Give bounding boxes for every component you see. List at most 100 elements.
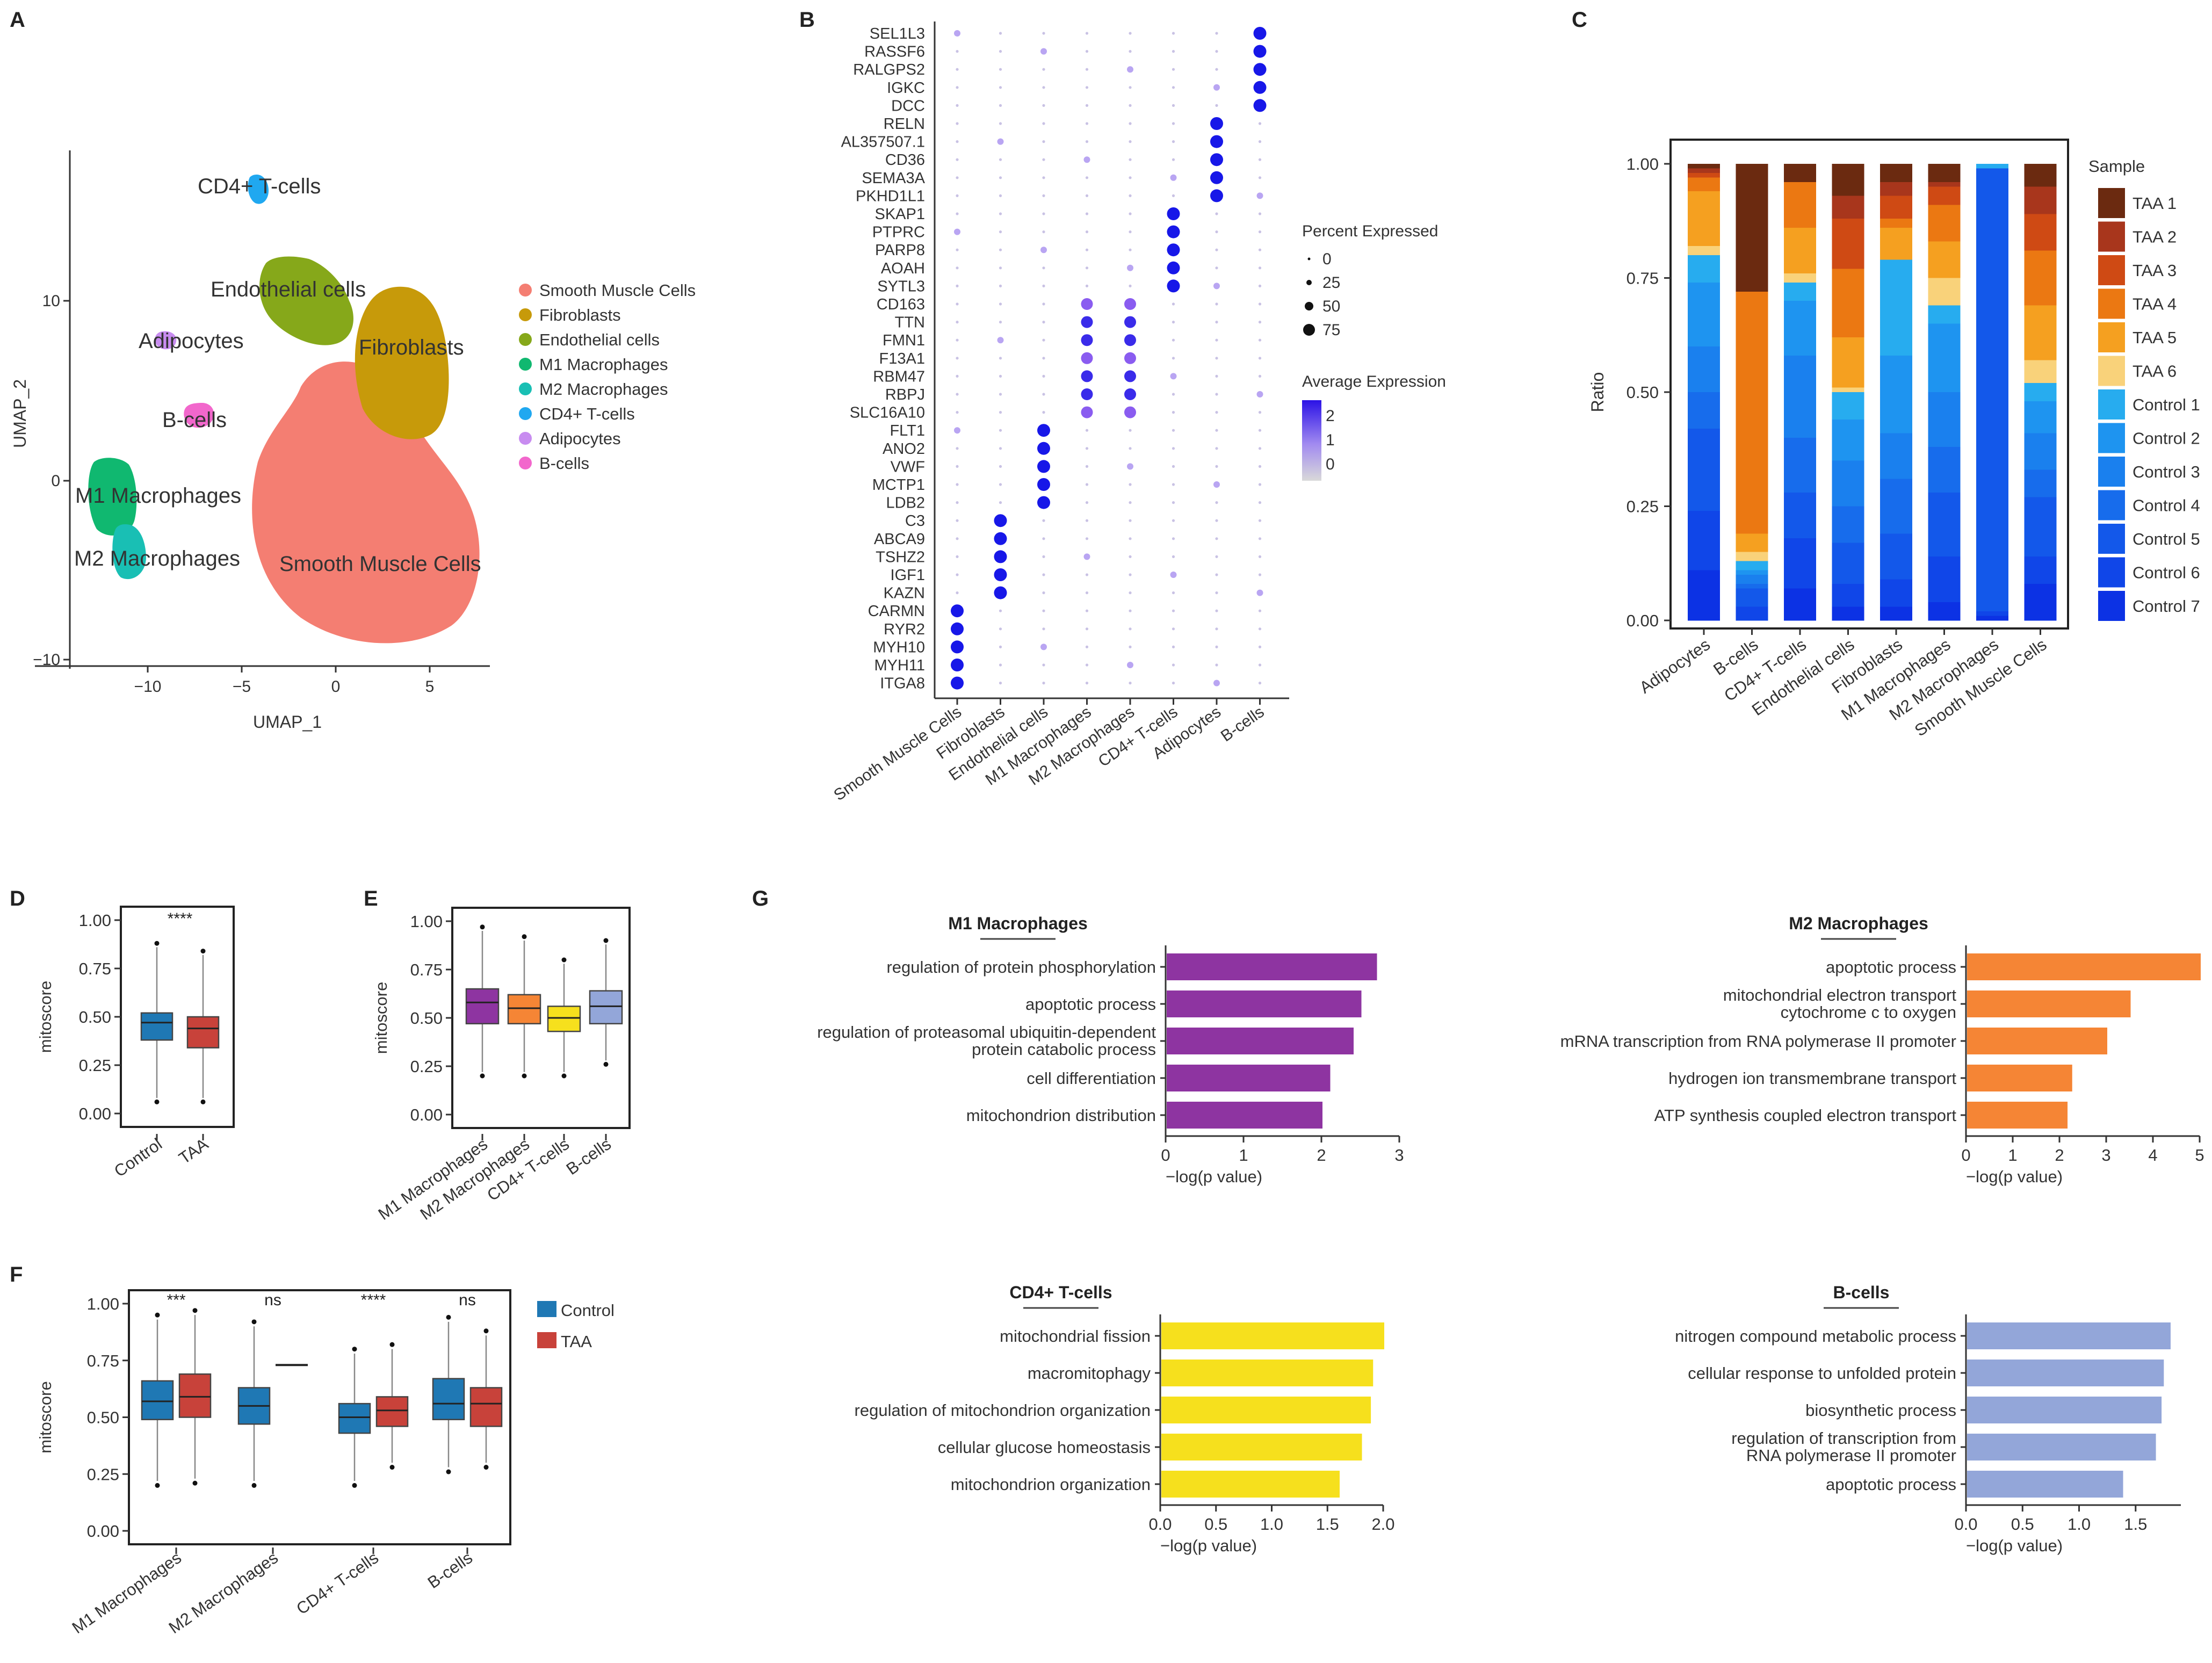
- umap-legend-swatch-cd4-t-cells: [519, 407, 532, 420]
- dot-kazn-b-cells: [1256, 589, 1263, 596]
- legend-size-label: 50: [1322, 298, 1340, 315]
- stacked-legend-title: Sample: [2088, 157, 2145, 176]
- dot-reln-smooth-muscle-cells: [956, 122, 959, 125]
- dot-kazn-m2-macrophages: [1129, 591, 1132, 595]
- box-x-label-taa: TAA: [175, 1134, 212, 1168]
- dot-sytl3-smooth-muscle-cells: [956, 284, 959, 288]
- dot-myh11-m2-macrophages: [1127, 662, 1133, 668]
- gene-label-dcc: DCC: [891, 97, 925, 114]
- box-y-tick-label: 0.50: [79, 1008, 111, 1026]
- go-term-line: protein catabolic process: [972, 1040, 1156, 1059]
- dot-ano2-cd4-t-cells: [1172, 447, 1175, 450]
- stack-segment-endothelial-cells-taa-4: [1832, 269, 1864, 338]
- dot-rassf6-fibroblasts: [999, 50, 1002, 53]
- dot-al357507-1-b-cells: [1258, 140, 1262, 143]
- go-term-mrna-transcription-from-rna-polymerase-ii-promoter: mRNA transcription from RNA polymerase I…: [1560, 1032, 1956, 1051]
- dot-sema3a-m1-macrophages: [1085, 176, 1089, 179]
- dot-sel1l3-adipocytes: [1215, 32, 1218, 35]
- stack-segment-fibroblasts-taa-5: [1880, 228, 1912, 260]
- umap-label-m2-macrophages: M2 Macrophages: [74, 547, 240, 570]
- stacked-legend-label-taa-5: TAA 5: [2133, 328, 2177, 347]
- go-term-line: regulation of transcription from: [1731, 1429, 1956, 1448]
- dot-fmn1-endothelial-cells: [1042, 338, 1045, 342]
- dot-sytl3-b-cells: [1258, 284, 1262, 288]
- stacked-legend-swatch-taa-2: [2098, 221, 2125, 252]
- stacked-bars: [1688, 164, 2057, 621]
- stacked-legend-label-taa-1: TAA 1: [2133, 194, 2177, 213]
- dot-flt1-m2-macrophages: [1129, 429, 1132, 432]
- stack-segment-b-cells-control-6: [1736, 606, 1768, 621]
- dot-kazn-m1-macrophages: [1085, 591, 1089, 595]
- dot-rbpj-m1-macrophages: [1081, 388, 1093, 400]
- dot-al357507-1-m2-macrophages: [1129, 140, 1132, 143]
- dot-ttn-smooth-muscle-cells: [956, 321, 959, 324]
- stack-segment-smooth-muscle-cells-control-1: [2024, 383, 2057, 402]
- dot-sema3a-fibroblasts: [999, 176, 1002, 179]
- dot-slc16a10-adipocytes: [1215, 411, 1218, 414]
- box-f-b-cells-taa-outlier: [483, 1465, 489, 1470]
- dot-abca9-cd4-t-cells: [1172, 537, 1175, 540]
- gene-label-cd36: CD36: [885, 151, 925, 169]
- stack-segment-m1-macrophages-control-4: [1928, 447, 1961, 493]
- dot-igf1-endothelial-cells: [1042, 573, 1045, 576]
- stack-segment-cd4-t-cells-control-6: [1784, 538, 1816, 589]
- stacked-y-ticks: 1.00 0.75 0.50 0.25 0.00: [1627, 155, 1671, 630]
- dot-igf1-m2-macrophages: [1129, 573, 1132, 576]
- dot-ptprc-endothelial-cells: [1042, 230, 1045, 234]
- box-f-m1-macrophages-control-box: [141, 1380, 174, 1420]
- stack-segment-endothelial-cells-taa-1: [1832, 164, 1864, 196]
- dot-sytl3-cd4-t-cells: [1167, 279, 1180, 293]
- dot-fmn1-adipocytes: [1215, 338, 1218, 342]
- go-bar-mitochondrion-distribution: [1167, 1102, 1322, 1129]
- stack-segment-fibroblasts-control-4: [1880, 479, 1912, 534]
- stacked-legend-swatch-control-3: [2098, 457, 2125, 487]
- dotplot-legend: Percent Expressed 0 25 50 75 Average Expressi…: [1302, 222, 1446, 481]
- box-f-b-cells-control-box: [432, 1378, 465, 1420]
- stacked-legend-label-control-5: Control 5: [2133, 530, 2200, 548]
- panel-letter-f: F: [10, 1263, 23, 1286]
- dot-skap1-smooth-muscle-cells: [956, 212, 959, 215]
- dot-flt1-adipocytes: [1215, 429, 1218, 432]
- stack-segment-fibroblasts-taa-2: [1880, 182, 1912, 196]
- gene-label-rbpj: RBPJ: [885, 386, 925, 403]
- legend-size-label: 0: [1322, 250, 1332, 268]
- dot-c3-smooth-muscle-cells: [956, 519, 959, 522]
- go-x-tick-label: 0.0: [1148, 1515, 1172, 1534]
- go-x-tick-label: 1: [1239, 1146, 1248, 1165]
- stacked-legend-label-control-1: Control 1: [2133, 395, 2200, 414]
- stack-segment-adipocytes-control-2: [1688, 283, 1720, 347]
- dot-vwf-cd4-t-cells: [1172, 465, 1175, 468]
- dot-myh11-smooth-muscle-cells: [951, 659, 964, 671]
- stack-segment-b-cells-control-4: [1736, 584, 1768, 589]
- dot-al357507-1-fibroblasts: [997, 138, 1004, 145]
- dot-rbpj-b-cells: [1256, 391, 1263, 397]
- stack-segment-m1-macrophages-taa-1: [1928, 164, 1961, 183]
- dot-reln-adipocytes: [1210, 117, 1223, 130]
- dot-ttn-m2-macrophages: [1124, 316, 1136, 328]
- dot-rbpj-m2-macrophages: [1124, 388, 1136, 400]
- dot-carmn-m2-macrophages: [1129, 609, 1132, 612]
- umap-legend: Smooth Muscle Cells Fibroblasts Endothelia…: [519, 281, 696, 473]
- dot-ptprc-adipocytes: [1215, 230, 1218, 234]
- stacked-legend-swatch-taa-1: [2098, 188, 2125, 218]
- dot-ttn-cd4-t-cells: [1172, 321, 1175, 324]
- umap-legend-swatch-b-cells: [519, 457, 532, 469]
- go-term-apoptotic-process: apoptotic process: [1826, 958, 1956, 977]
- stack-segment-smooth-muscle-cells-taa-3: [2024, 214, 2057, 251]
- stack-segment-m2-macrophages-control-1: [1976, 164, 2008, 169]
- dot-ano2-m2-macrophages: [1129, 447, 1132, 450]
- dot-pkhd1l1-endothelial-cells: [1042, 194, 1045, 197]
- dot-aoah-smooth-muscle-cells: [956, 266, 959, 270]
- dot-sel1l3-smooth-muscle-cells: [954, 30, 960, 37]
- stack-segment-m2-macrophages-control-5: [1976, 168, 2008, 612]
- go-chart-b-cells: B-cells nitrogen compound metabolic proce…: [1675, 1283, 2181, 1555]
- dot-slc16a10-m2-macrophages: [1124, 406, 1136, 418]
- dot-c3-adipocytes: [1215, 519, 1218, 522]
- stacked-legend-swatch-control-1: [2098, 389, 2125, 420]
- dot-itga8-m1-macrophages: [1085, 682, 1089, 685]
- stack-segment-endothelial-cells-taa-6: [1832, 387, 1864, 393]
- box-e-m1-macrophages-outlier: [480, 924, 485, 930]
- box-y-tick-label: 1.00: [87, 1295, 119, 1313]
- dot-f13a1-fibroblasts: [999, 357, 1002, 360]
- dot-dcc-fibroblasts: [999, 104, 1002, 107]
